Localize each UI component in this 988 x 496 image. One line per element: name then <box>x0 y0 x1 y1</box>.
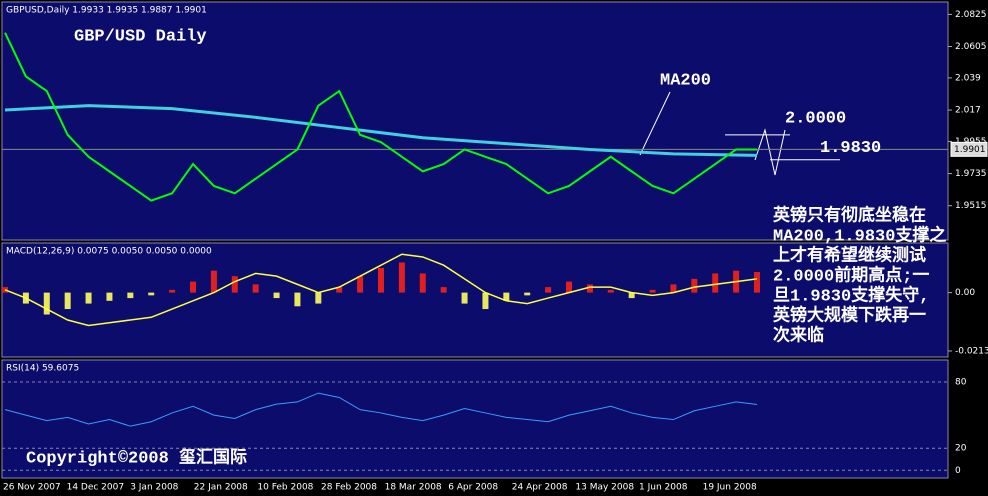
macd-bar <box>461 292 468 304</box>
y-tick-label: 2.017 <box>955 106 981 116</box>
macd-bar <box>315 292 322 304</box>
macd-bar <box>252 284 259 293</box>
macd-bar <box>524 292 531 296</box>
rsi-panel <box>1 359 949 479</box>
commentary-line: 旦1.9830支撑失守, <box>773 284 929 306</box>
y-tick-label: 1.9735 <box>955 169 987 179</box>
x-tick-label: 24 Apr 2008 <box>512 483 568 493</box>
macd-bar <box>440 287 447 293</box>
macd-bar <box>64 292 71 310</box>
macd-bar <box>273 292 280 299</box>
macd-bar <box>43 292 50 315</box>
commentary-line: 英镑大规模下跌再一 <box>773 304 926 326</box>
x-tick-label: 26 Nov 2007 <box>3 483 61 493</box>
macd-bar <box>85 292 92 304</box>
macd-bar <box>607 289 614 293</box>
copyright: Copyright©2008 玺汇国际 <box>26 446 247 468</box>
macd-bar <box>754 272 760 293</box>
symbol-label: GBP/USD Daily <box>74 27 207 46</box>
macd-bar <box>670 284 677 293</box>
macd-bar <box>482 292 489 310</box>
macd-bar <box>712 273 719 293</box>
y-tick-label: -0.0213 <box>955 346 988 356</box>
price-line <box>4 32 757 202</box>
x-tick-label: 19 Jun 2008 <box>703 483 757 493</box>
scenario-arrows <box>754 128 786 176</box>
macd-bar <box>649 289 656 293</box>
y-tick-label: 2.0605 <box>955 42 987 52</box>
y-tick-label: 0.00 <box>955 288 975 298</box>
macd-bar <box>106 292 113 301</box>
x-tick-label: 3 Jan 2008 <box>130 483 178 493</box>
macd-title: MACD(12,26,9) 0.0075 0.0050 0.0050 0.000… <box>6 247 212 257</box>
y-tick-label: 0 <box>955 466 961 476</box>
x-tick-label: 28 Feb 2008 <box>321 483 377 493</box>
level-label: 2.0000 <box>785 109 846 128</box>
macd-bar <box>294 292 301 307</box>
current-price-box <box>950 141 988 157</box>
macd-bar <box>127 292 134 299</box>
macd-bar <box>586 284 593 293</box>
macd-panel <box>1 242 949 358</box>
commentary-line: MA200,1.9830支撑之 <box>773 224 946 246</box>
level-label: 1.9830 <box>820 139 881 158</box>
x-tick-label: 10 Feb 2008 <box>257 483 313 493</box>
macd-bar <box>545 287 552 293</box>
rsi-line <box>4 392 758 427</box>
macd-signal-line <box>4 253 758 327</box>
rsi-title: RSI(14) 59.6075 <box>6 364 79 374</box>
macd-bar <box>691 278 698 293</box>
y-tick-label: 20 <box>955 444 967 454</box>
macd-bar <box>357 276 364 293</box>
commentary-line: 英镑只有彻底坐稳在 <box>773 204 926 226</box>
macd-bar <box>566 281 572 293</box>
y-tick-label: 1.9515 <box>955 201 987 211</box>
macd-bar <box>398 262 405 293</box>
commentary-line: 上才有希望继续测试 <box>773 244 926 266</box>
y-tick-label: 80 <box>955 378 967 388</box>
macd-bar <box>190 281 196 293</box>
x-tick-label: 13 May 2008 <box>575 483 634 493</box>
x-tick-label: 22 Jan 2008 <box>194 483 248 493</box>
ma-label: MA200 <box>660 71 711 90</box>
macd-bar <box>628 292 635 299</box>
macd-bar <box>210 270 217 293</box>
macd-bar <box>419 273 426 293</box>
macd-bar <box>378 267 384 293</box>
y-tick-label: 2.0825 <box>955 10 987 20</box>
ma-pointer <box>639 91 671 156</box>
x-tick-label: 1 Jun 2008 <box>639 483 688 493</box>
commentary-line: 次来临 <box>773 324 824 346</box>
x-tick-label: 6 Apr 2008 <box>448 483 498 493</box>
price-panel <box>1 1 949 241</box>
commentary-line: 2.0000前期高点;一 <box>773 264 929 286</box>
macd-bar <box>231 276 238 293</box>
x-tick-label: 14 Dec 2007 <box>67 483 125 493</box>
chart-header: GBPUSD,Daily 1.9933 1.9935 1.9887 1.9901 <box>6 6 207 16</box>
current-price-label: 1.9901 <box>954 145 986 155</box>
macd-bar <box>336 287 343 293</box>
macd-bar <box>503 292 510 301</box>
macd-bar <box>148 292 155 296</box>
y-tick-label: 2.039 <box>955 73 981 83</box>
x-tick-label: 18 Mar 2008 <box>385 483 442 493</box>
ma200-line <box>4 104 758 157</box>
macd-bar <box>169 289 176 293</box>
